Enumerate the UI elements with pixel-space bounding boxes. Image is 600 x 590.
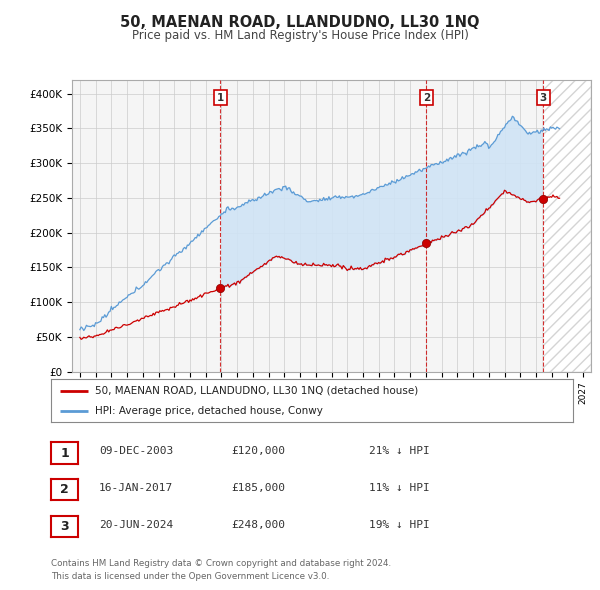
Text: This data is licensed under the Open Government Licence v3.0.: This data is licensed under the Open Gov… [51,572,329,581]
Text: £248,000: £248,000 [231,520,285,530]
Text: 3: 3 [60,520,69,533]
Text: 1: 1 [217,93,224,103]
Text: 2: 2 [423,93,430,103]
Text: 50, MAENAN ROAD, LLANDUDNO, LL30 1NQ (detached house): 50, MAENAN ROAD, LLANDUDNO, LL30 1NQ (de… [95,386,419,396]
Text: 1: 1 [60,447,69,460]
Text: 21% ↓ HPI: 21% ↓ HPI [369,447,430,457]
Text: 20-JUN-2024: 20-JUN-2024 [99,520,173,530]
Text: 2: 2 [60,483,69,496]
Text: Price paid vs. HM Land Registry's House Price Index (HPI): Price paid vs. HM Land Registry's House … [131,30,469,42]
Text: 11% ↓ HPI: 11% ↓ HPI [369,483,430,493]
Text: HPI: Average price, detached house, Conwy: HPI: Average price, detached house, Conw… [95,407,323,416]
Text: 50, MAENAN ROAD, LLANDUDNO, LL30 1NQ: 50, MAENAN ROAD, LLANDUDNO, LL30 1NQ [120,15,480,30]
Text: 19% ↓ HPI: 19% ↓ HPI [369,520,430,530]
Text: 16-JAN-2017: 16-JAN-2017 [99,483,173,493]
Text: £185,000: £185,000 [231,483,285,493]
Text: £120,000: £120,000 [231,447,285,457]
Text: 3: 3 [540,93,547,103]
Text: Contains HM Land Registry data © Crown copyright and database right 2024.: Contains HM Land Registry data © Crown c… [51,559,391,568]
Text: 09-DEC-2003: 09-DEC-2003 [99,447,173,457]
